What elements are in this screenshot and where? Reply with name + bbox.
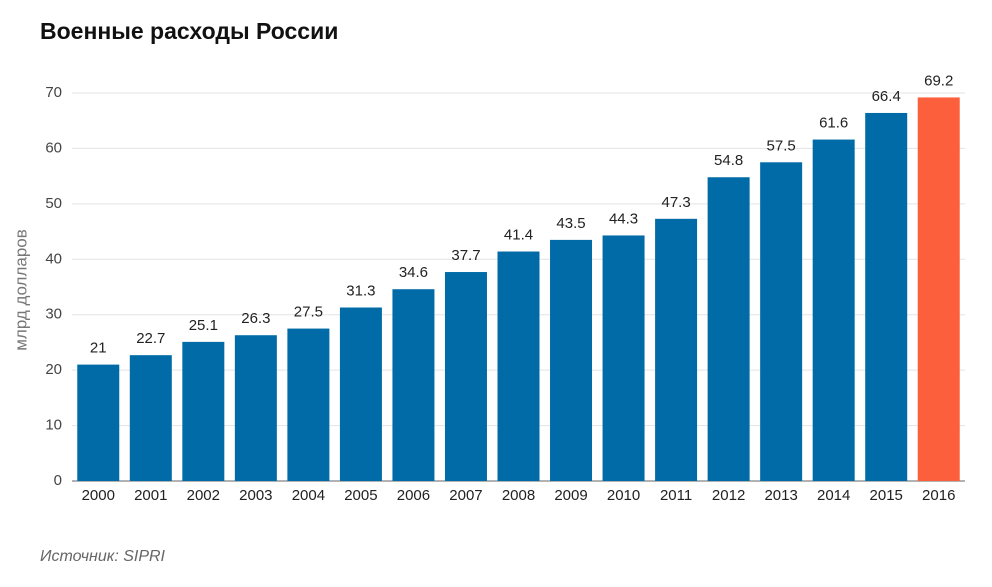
y-tick-label: 0 — [54, 472, 62, 489]
x-tick-label: 2011 — [660, 487, 692, 504]
bar — [707, 177, 750, 481]
x-tick-label: 2004 — [292, 487, 325, 504]
value-label: 41.4 — [504, 226, 533, 243]
x-tick-label: 2008 — [502, 487, 535, 504]
bar — [602, 235, 645, 481]
y-axis-label: млрд долларов — [11, 229, 30, 351]
bar — [655, 218, 698, 481]
value-label: 61.6 — [819, 115, 848, 132]
bar — [77, 364, 120, 481]
y-tick-label: 40 — [45, 250, 62, 267]
y-tick-label: 10 — [45, 417, 62, 434]
value-label: 44.3 — [609, 210, 638, 227]
x-tick-label: 2002 — [187, 487, 220, 504]
value-label: 34.6 — [399, 264, 428, 281]
value-label: 22.7 — [136, 330, 165, 347]
x-tick-label: 2001 — [134, 487, 167, 504]
bar — [339, 307, 382, 481]
x-tick-label: 2013 — [764, 487, 797, 504]
value-label: 43.5 — [556, 215, 585, 232]
value-label: 66.4 — [872, 88, 901, 105]
bar — [865, 112, 908, 481]
value-label: 31.3 — [346, 282, 375, 299]
x-tick-label: 2005 — [344, 487, 377, 504]
y-tick-label: 70 — [45, 84, 62, 101]
bar — [182, 341, 225, 481]
value-label: 54.8 — [714, 152, 743, 169]
x-tick-label: 2010 — [607, 487, 640, 504]
bar — [760, 162, 803, 482]
value-label: 27.5 — [294, 304, 323, 321]
value-label: 47.3 — [661, 194, 690, 211]
bar — [234, 335, 277, 481]
x-tick-label: 2003 — [239, 487, 272, 504]
x-tick-label: 2006 — [397, 487, 430, 504]
x-tick-label: 2015 — [870, 487, 903, 504]
bar — [129, 355, 172, 481]
bar — [497, 251, 540, 481]
value-label: 69.2 — [924, 72, 953, 89]
x-tick-label: 2012 — [712, 487, 745, 504]
value-label: 25.1 — [189, 317, 218, 334]
x-tick-label: 2000 — [82, 487, 115, 504]
source-note: Источник: SIPRI — [40, 548, 166, 565]
value-label: 57.5 — [767, 137, 796, 154]
x-tick-label: 2016 — [922, 487, 955, 504]
bar — [550, 239, 593, 481]
bar — [287, 328, 330, 481]
y-tick-label: 60 — [45, 139, 62, 156]
y-tick-label: 30 — [45, 306, 62, 323]
x-tick-label: 2014 — [817, 487, 850, 504]
bar — [917, 97, 960, 481]
y-tick-label: 20 — [45, 361, 62, 378]
x-tick-label: 2009 — [554, 487, 587, 504]
x-tick-label: 2007 — [449, 487, 482, 504]
value-label: 21 — [90, 340, 107, 357]
bar — [812, 139, 855, 481]
y-tick-label: 50 — [45, 195, 62, 212]
value-label: 37.7 — [451, 247, 480, 264]
chart-title: Военные расходы России — [40, 18, 338, 44]
bar — [444, 272, 487, 481]
bar — [392, 289, 435, 481]
value-label: 26.3 — [241, 310, 270, 327]
